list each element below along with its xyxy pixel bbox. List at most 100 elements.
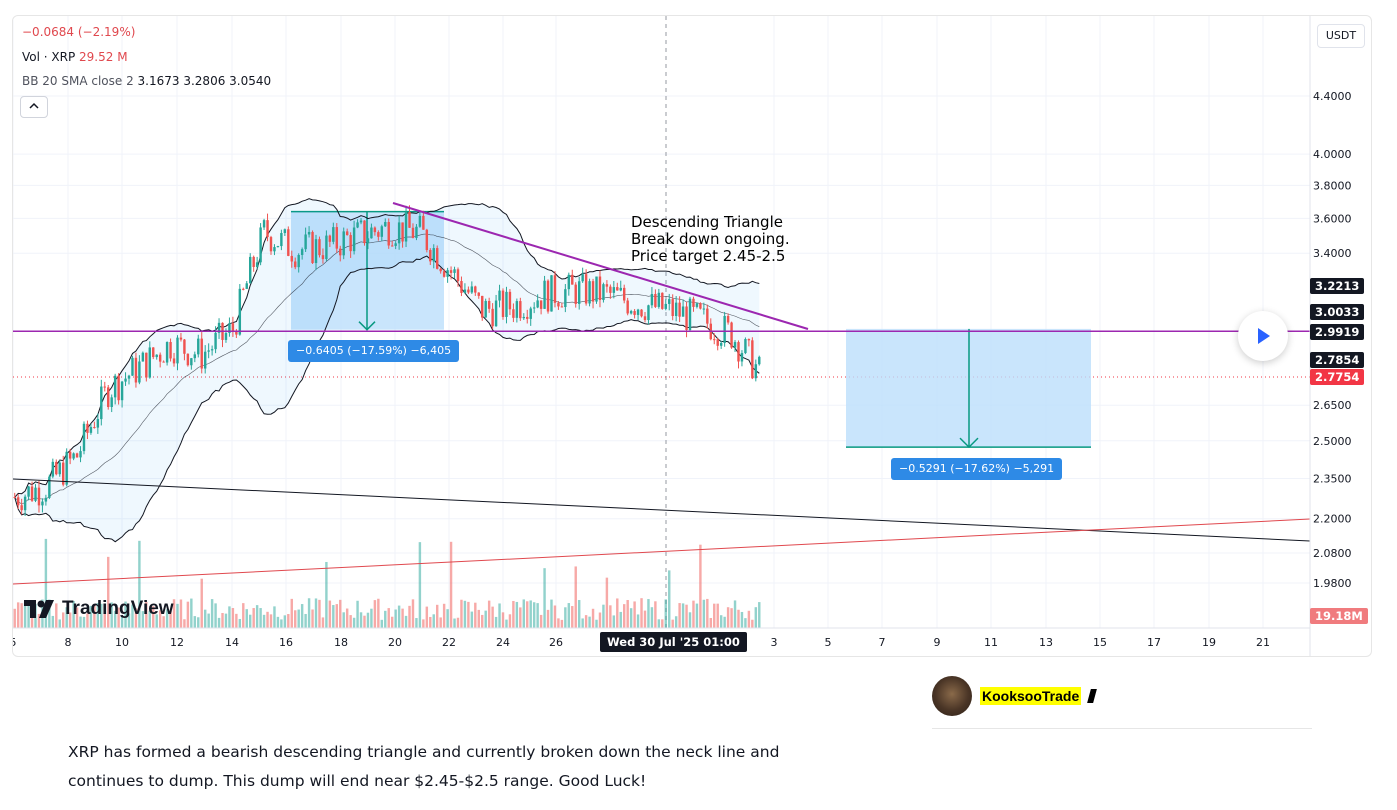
volume-bar — [318, 599, 321, 628]
volume-bar — [446, 609, 449, 628]
volume-bar — [100, 603, 103, 628]
basis-tag: 3.0033 — [1310, 304, 1365, 320]
candle-body — [674, 302, 678, 317]
volume-bar — [532, 602, 536, 628]
volume-bar — [221, 613, 224, 628]
avatar[interactable] — [932, 676, 972, 716]
volume-bar — [411, 599, 415, 628]
candle-body — [58, 462, 61, 475]
measure-left-label[interactable]: −0.6405 (−17.59%) −6,405 — [288, 340, 460, 362]
volume-bar — [401, 608, 404, 628]
candle-body — [124, 378, 127, 382]
candle-body — [352, 227, 356, 252]
support-trendline — [13, 478, 1311, 542]
candle-body — [134, 357, 138, 383]
author-name[interactable]: KooksooTrade — [980, 687, 1082, 705]
candle-body — [699, 303, 702, 309]
candle-body — [560, 306, 564, 308]
volume-bar — [439, 617, 442, 628]
volume-bar — [605, 577, 609, 628]
candle-body — [120, 381, 124, 401]
volume-bar — [273, 606, 276, 628]
candle-body — [436, 248, 439, 269]
candle-body — [200, 338, 203, 369]
volume-bar — [494, 616, 498, 628]
play-icon — [1258, 328, 1270, 344]
candle-body — [619, 287, 622, 291]
volume-bar — [72, 601, 75, 628]
y-tick-label: 4.0000 — [1313, 148, 1352, 161]
volume-bar — [408, 605, 411, 628]
x-tick-label: 5 — [13, 636, 17, 649]
volume-bar — [165, 609, 169, 628]
candle-body — [269, 237, 273, 252]
volume-bar — [332, 605, 335, 628]
measure-right-label[interactable]: −0.5291 (−17.62%) −5,291 — [891, 458, 1063, 480]
candle-body — [515, 301, 519, 318]
candle-body — [290, 255, 293, 262]
candle-body — [571, 274, 574, 285]
volume-bar — [82, 616, 86, 628]
volume-bar — [674, 616, 678, 628]
candle-body — [446, 270, 449, 277]
volume-bar — [415, 618, 418, 628]
volume-bar — [155, 614, 158, 628]
currency-selector[interactable]: USDT — [1317, 24, 1365, 48]
play-button[interactable] — [1238, 311, 1288, 361]
volume-bar — [387, 608, 390, 628]
volume-bar — [539, 614, 543, 628]
volume-bar — [321, 617, 325, 628]
candle-body — [754, 364, 758, 379]
author-block[interactable]: KooksooTrade — [932, 676, 1098, 716]
candle-body — [605, 284, 609, 287]
volume-bar — [349, 615, 352, 628]
volume-bar — [176, 603, 179, 628]
candle-body — [550, 275, 553, 312]
volume-bar — [522, 599, 525, 628]
candle-body — [273, 247, 276, 252]
x-tick-label: 26 — [549, 636, 563, 649]
volume-bar — [726, 607, 730, 628]
candle-body — [640, 309, 643, 317]
candle-body — [30, 486, 34, 501]
volume-bar — [754, 607, 758, 628]
volume-bar — [501, 612, 505, 628]
descending-trendline — [392, 202, 809, 330]
volume-bar — [751, 619, 754, 628]
x-tick-label: 12 — [170, 636, 184, 649]
candle-body — [148, 347, 151, 378]
volume-bar — [152, 606, 155, 628]
candle-body — [179, 337, 183, 340]
volume-bar — [650, 607, 654, 628]
collapse-legend-button[interactable] — [20, 96, 48, 118]
candle-body — [62, 462, 65, 485]
candle-body — [141, 352, 145, 362]
chart-annotation[interactable]: Descending Triangle Break down ongoing. … — [631, 213, 790, 265]
x-tick-label: 24 — [496, 636, 510, 649]
candle-body — [377, 232, 380, 237]
volume-bar — [623, 604, 626, 628]
volume-bar — [27, 604, 30, 628]
candle-body — [55, 461, 58, 475]
candle-body — [719, 342, 723, 346]
x-tick-label: 15 — [1093, 636, 1107, 649]
candle-body — [726, 315, 730, 323]
candle-body — [287, 229, 290, 256]
volume-label: Vol · XRP — [22, 50, 76, 64]
chart-canvas[interactable]: 4.4000 4.0000 3.8000 3.6000 3.4000 2.6500 2.50… — [13, 16, 1371, 656]
price-change: −0.0684 (−2.19%) — [22, 25, 136, 39]
volume-bar — [242, 603, 245, 628]
measure-right-arrowhead — [959, 437, 979, 449]
volume-bar — [442, 603, 446, 628]
candle-body — [647, 305, 650, 321]
candle-body — [117, 375, 120, 401]
verified-icon — [1087, 689, 1098, 703]
volume-bar — [460, 599, 463, 628]
tradingview-wordmark: TradingView — [62, 598, 174, 619]
candle-body — [519, 301, 522, 319]
volume-bar — [557, 618, 560, 628]
candle-body — [404, 211, 408, 242]
candle-body — [384, 222, 387, 227]
candle-body — [616, 287, 619, 291]
candle-body — [584, 274, 588, 304]
